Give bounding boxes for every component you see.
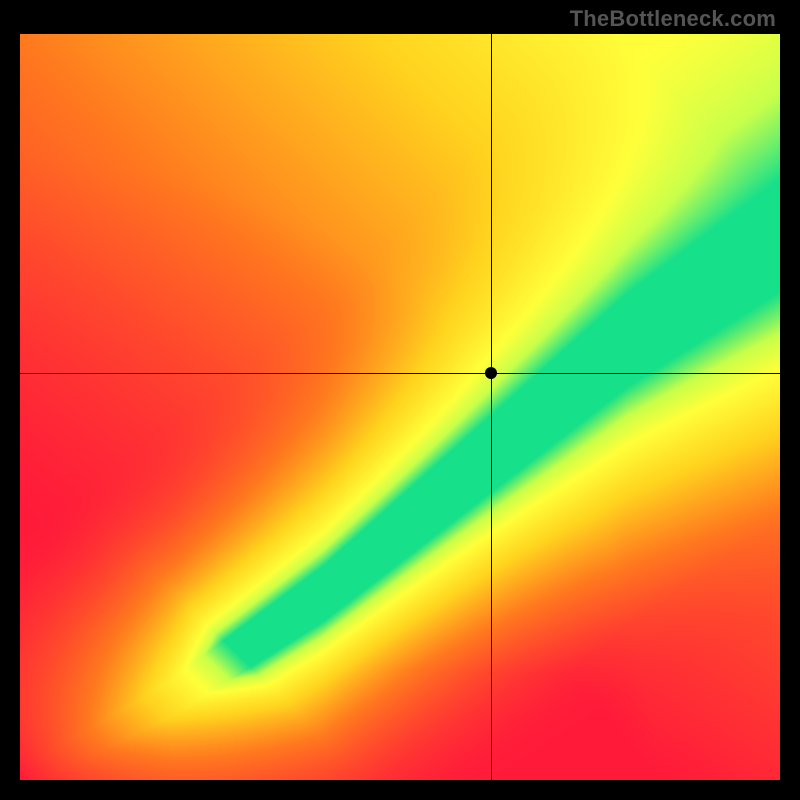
crosshair-vertical-line bbox=[491, 34, 492, 780]
plot-area bbox=[20, 34, 780, 780]
watermark-text: TheBottleneck.com bbox=[570, 6, 776, 32]
crosshair-horizontal-line bbox=[20, 373, 780, 374]
heatmap-canvas bbox=[20, 34, 780, 780]
crosshair-marker-dot bbox=[485, 367, 497, 379]
